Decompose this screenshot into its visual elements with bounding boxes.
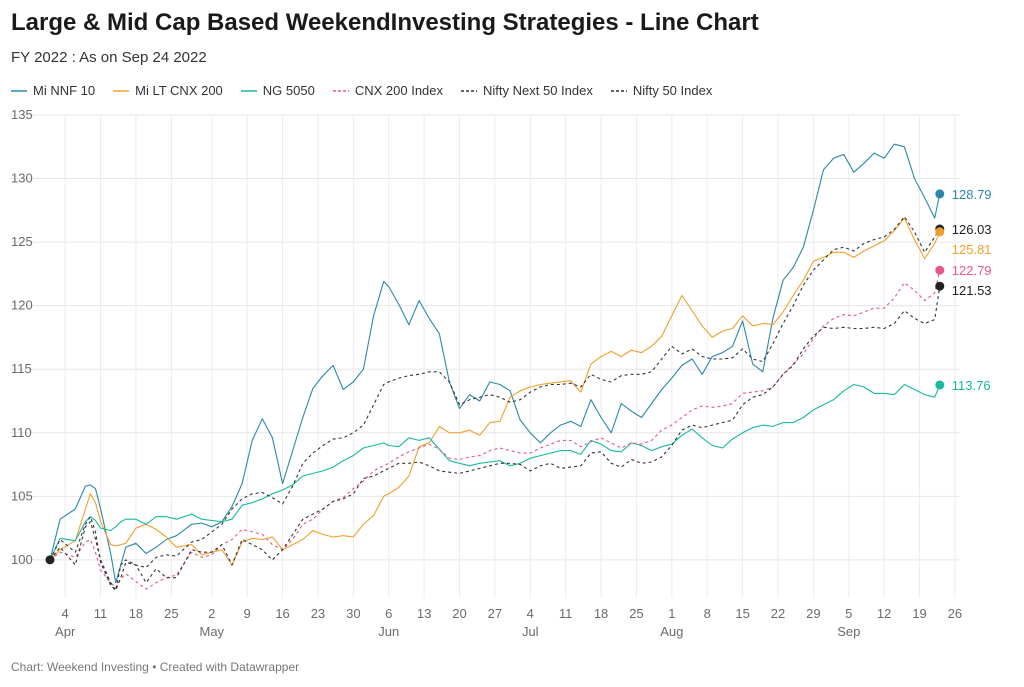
legend-swatch bbox=[332, 89, 349, 92]
end-value-label: 121.53 bbox=[952, 283, 992, 298]
end-point bbox=[935, 227, 945, 237]
x-tick-label: 30 bbox=[346, 606, 360, 621]
y-tick-label: 135 bbox=[11, 107, 33, 122]
x-tick-label: 16 bbox=[275, 606, 289, 621]
series-line-mi-lt-cnx-200 bbox=[49, 217, 941, 566]
legend-swatch bbox=[461, 89, 478, 92]
end-value-label: 128.79 bbox=[952, 187, 992, 202]
x-tick-label: 11 bbox=[559, 606, 573, 621]
x-month-label: Sep bbox=[837, 624, 860, 639]
x-tick-label: 12 bbox=[877, 606, 891, 621]
x-tick-label: 15 bbox=[735, 606, 749, 621]
legend-swatch bbox=[610, 89, 627, 92]
legend-swatch bbox=[11, 89, 27, 92]
legend-label: Nifty 50 Index bbox=[632, 83, 713, 98]
legend-label: CNX 200 Index bbox=[354, 83, 444, 98]
legend-label: Nifty Next 50 Index bbox=[483, 83, 593, 98]
x-month-label: Apr bbox=[55, 624, 76, 639]
chart-subtitle: FY 2022 : As on Sep 24 2022 bbox=[11, 49, 207, 66]
x-tick-label: 1 bbox=[668, 606, 675, 621]
x-tick-label: 20 bbox=[452, 606, 466, 621]
y-tick-label: 105 bbox=[11, 488, 33, 503]
x-tick-label: 13 bbox=[417, 606, 431, 621]
x-tick-label: 25 bbox=[629, 606, 643, 621]
y-tick-label: 130 bbox=[11, 171, 33, 186]
end-value-label: 125.81 bbox=[952, 242, 992, 257]
end-point bbox=[935, 281, 945, 291]
y-tick-label: 100 bbox=[11, 552, 33, 567]
chart-footer: Chart: Weekend Investing • Created with … bbox=[11, 660, 300, 674]
legend-item: Mi NNF 10 bbox=[11, 83, 95, 98]
chart-title: Large & Mid Cap Based WeekendInvesting S… bbox=[11, 9, 759, 36]
x-tick-label: 5 bbox=[845, 606, 852, 621]
x-tick-label: 23 bbox=[311, 606, 325, 621]
legend-label: NG 5050 bbox=[262, 83, 315, 98]
x-month-label: Jun bbox=[378, 624, 399, 639]
end-point bbox=[935, 189, 945, 199]
legend-label: Mi LT CNX 200 bbox=[135, 83, 223, 98]
y-tick-label: 125 bbox=[11, 234, 33, 249]
start-point bbox=[45, 555, 55, 565]
y-tick-label: 120 bbox=[11, 298, 33, 313]
series-line-nifty-50-index bbox=[49, 216, 941, 591]
x-tick-label: 8 bbox=[704, 606, 711, 621]
series-line-nifty-next-50-index bbox=[49, 286, 941, 591]
series-line-ng-5050 bbox=[49, 383, 941, 561]
legend-item: CNX 200 Index bbox=[332, 83, 444, 98]
legend-item: Mi LT CNX 200 bbox=[113, 83, 223, 98]
series-line-cnx-200-index bbox=[49, 270, 941, 590]
y-tick-label: 110 bbox=[11, 425, 32, 440]
legend-swatch bbox=[113, 89, 130, 92]
x-tick-label: 25 bbox=[164, 606, 178, 621]
y-tick-label: 115 bbox=[11, 361, 32, 376]
x-tick-label: 18 bbox=[129, 606, 143, 621]
legend-swatch bbox=[240, 89, 257, 92]
legend-item: NG 5050 bbox=[240, 83, 315, 98]
legend-label: Mi NNF 10 bbox=[33, 83, 96, 98]
x-month-label: Jul bbox=[522, 624, 539, 639]
x-tick-label: 11 bbox=[94, 606, 108, 621]
x-tick-label: 9 bbox=[244, 606, 251, 621]
end-point bbox=[935, 380, 945, 390]
x-month-label: May bbox=[199, 624, 224, 639]
end-value-label: 126.03 bbox=[952, 222, 992, 237]
legend-item: Nifty Next 50 Index bbox=[461, 83, 593, 98]
x-tick-label: 2 bbox=[208, 606, 215, 621]
x-tick-label: 4 bbox=[62, 606, 69, 621]
x-tick-label: 18 bbox=[594, 606, 608, 621]
x-tick-label: 4 bbox=[527, 606, 534, 621]
series-line-mi-nnf-10 bbox=[49, 143, 941, 584]
chart-legend: Mi NNF 10 Mi LT CNX 200 NG 5050 CNX 200 Ind… bbox=[11, 83, 712, 98]
end-value-label: 113.76 bbox=[952, 378, 991, 393]
x-tick-label: 26 bbox=[948, 606, 962, 621]
end-value-label: 122.79 bbox=[952, 263, 992, 278]
x-tick-label: 27 bbox=[488, 606, 502, 621]
end-point bbox=[935, 265, 945, 275]
legend-item: Nifty 50 Index bbox=[610, 83, 713, 98]
x-tick-label: 6 bbox=[385, 606, 392, 621]
x-tick-label: 29 bbox=[806, 606, 820, 621]
x-tick-label: 19 bbox=[912, 606, 926, 621]
x-month-label: Aug bbox=[660, 624, 683, 639]
x-tick-label: 22 bbox=[771, 606, 785, 621]
